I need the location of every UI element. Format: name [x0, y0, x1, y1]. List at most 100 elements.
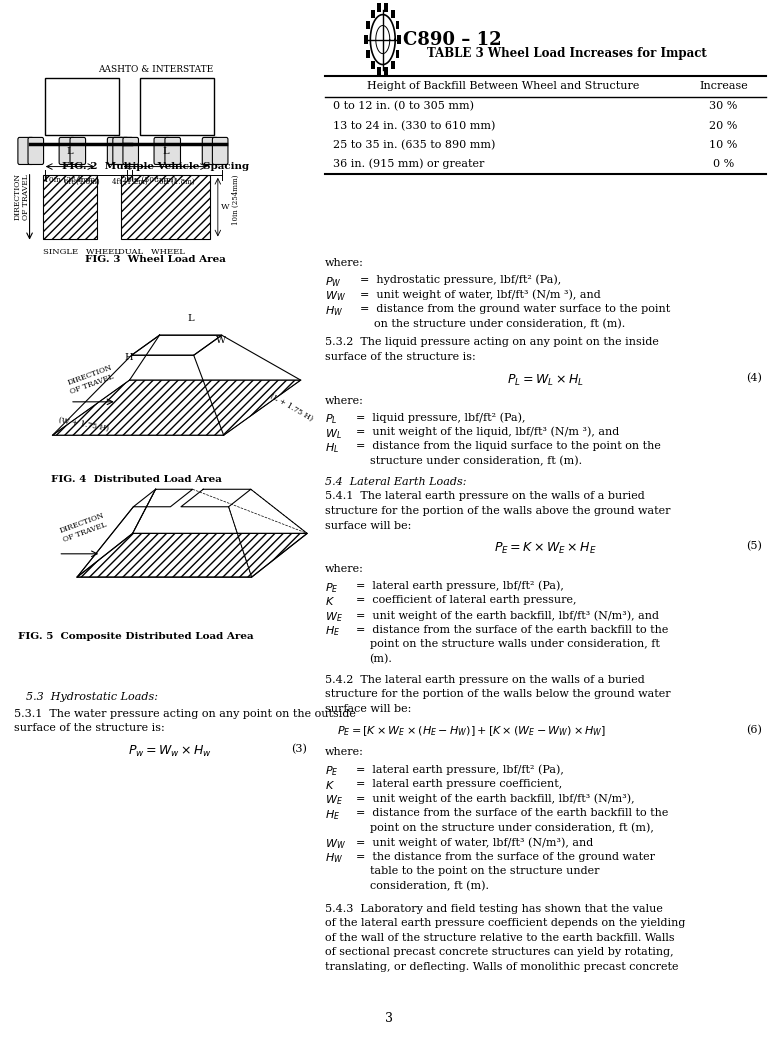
- Text: C890 – 12: C890 – 12: [403, 30, 502, 49]
- Text: =  the distance from the surface of the ground water: = the distance from the surface of the g…: [356, 852, 655, 862]
- Text: FIG. 2  Multiple Vehicle Spacing: FIG. 2 Multiple Vehicle Spacing: [62, 162, 249, 172]
- Text: $W_W$: $W_W$: [325, 837, 346, 850]
- Text: $K$: $K$: [325, 779, 335, 791]
- Text: (3): (3): [292, 744, 307, 755]
- Text: Increase: Increase: [699, 81, 748, 92]
- Text: $P_E$: $P_E$: [325, 581, 338, 594]
- Text: 6ft (1.8m): 6ft (1.8m): [159, 178, 194, 186]
- Bar: [121, 175, 210, 239]
- Text: consideration, ft (m).: consideration, ft (m).: [370, 881, 489, 891]
- Text: TABLE 3 Wheel Load Increases for Impact: TABLE 3 Wheel Load Increases for Impact: [426, 47, 706, 59]
- Text: (m).: (m).: [370, 654, 392, 664]
- Bar: [366, 50, 370, 58]
- Bar: [395, 50, 399, 58]
- Text: surface of the structure is:: surface of the structure is:: [14, 723, 165, 734]
- Bar: [364, 35, 368, 44]
- Text: 20in (508mm): 20in (508mm): [122, 176, 177, 184]
- Text: of the wall of the structure relative to the earth backfill. Walls: of the wall of the structure relative to…: [325, 933, 675, 943]
- Bar: [370, 9, 374, 18]
- Text: 25 to 35 in. (635 to 890 mm): 25 to 35 in. (635 to 890 mm): [333, 139, 496, 150]
- Text: DIRECTION
OF TRAVEL: DIRECTION OF TRAVEL: [13, 173, 30, 221]
- Text: on the structure under consideration, ft (m).: on the structure under consideration, ft…: [374, 319, 626, 329]
- Text: =  lateral earth pressure coefficient,: = lateral earth pressure coefficient,: [356, 779, 562, 789]
- Text: point on the structure under consideration, ft (m),: point on the structure under considerati…: [370, 822, 654, 833]
- Text: =  unit weight of the liquid, lbf/ft³ (N/m ³), and: = unit weight of the liquid, lbf/ft³ (N/…: [356, 427, 619, 437]
- Text: DUAL   WHEEL: DUAL WHEEL: [118, 248, 185, 256]
- Text: $P_L$: $P_L$: [325, 412, 338, 426]
- Bar: [384, 68, 388, 76]
- Text: $W_L$: $W_L$: [325, 427, 342, 440]
- Text: 10in (254mm): 10in (254mm): [232, 175, 240, 226]
- Text: Height of Backfill Between Wheel and Structure: Height of Backfill Between Wheel and Str…: [366, 81, 640, 92]
- Text: =  unit weight of water, lbf/ft³ (N/m ³), and: = unit weight of water, lbf/ft³ (N/m ³),…: [360, 289, 601, 300]
- Text: where:: where:: [325, 396, 364, 406]
- Text: translating, or deflecting. Walls of monolithic precast concrete: translating, or deflecting. Walls of mon…: [325, 962, 678, 972]
- Bar: [391, 61, 395, 70]
- Text: $W_E$: $W_E$: [325, 610, 343, 624]
- Text: $H_L$: $H_L$: [325, 441, 339, 455]
- Text: 5.3.2  The liquid pressure acting on any point on the inside: 5.3.2 The liquid pressure acting on any …: [325, 337, 659, 348]
- Text: =  coefficient of lateral earth pressure,: = coefficient of lateral earth pressure,: [356, 595, 576, 606]
- FancyBboxPatch shape: [59, 137, 75, 164]
- Text: $K$: $K$: [325, 595, 335, 608]
- Text: $P_L = W_L \times H_L$: $P_L = W_L \times H_L$: [507, 373, 584, 388]
- Text: =  unit weight of water, lbf/ft³ (N/m³), and: = unit weight of water, lbf/ft³ (N/m³), …: [356, 837, 594, 847]
- Text: 5.4.2  The lateral earth pressure on the walls of a buried: 5.4.2 The lateral earth pressure on the …: [325, 675, 645, 685]
- Text: 4ft (1.2m): 4ft (1.2m): [112, 178, 147, 186]
- Text: 6ft (1.8m): 6ft (1.8m): [65, 178, 100, 186]
- FancyBboxPatch shape: [113, 137, 128, 164]
- Bar: [366, 21, 370, 29]
- Text: =  distance from the surface of the earth backfill to the: = distance from the surface of the earth…: [356, 625, 669, 635]
- Text: H: H: [124, 353, 133, 362]
- Text: structure under consideration, ft (m).: structure under consideration, ft (m).: [370, 456, 582, 466]
- Text: (5): (5): [747, 541, 762, 552]
- Text: FIG. 5  Composite Distributed Load Area: FIG. 5 Composite Distributed Load Area: [19, 632, 254, 641]
- Text: 5.3  Hydrostatic Loads:: 5.3 Hydrostatic Loads:: [26, 692, 158, 703]
- Text: 5.4.1  The lateral earth pressure on the walls of a buried: 5.4.1 The lateral earth pressure on the …: [325, 491, 645, 502]
- Text: AASHTO & INTERSTATE: AASHTO & INTERSTATE: [98, 65, 213, 74]
- FancyBboxPatch shape: [107, 137, 123, 164]
- Text: =  lateral earth pressure, lbf/ft² (Pa),: = lateral earth pressure, lbf/ft² (Pa),: [356, 581, 564, 591]
- Text: DIRECTION
OF TRAVEL: DIRECTION OF TRAVEL: [58, 511, 108, 543]
- Text: surface will be:: surface will be:: [325, 520, 412, 531]
- Text: 36 in. (915 mm) or greater: 36 in. (915 mm) or greater: [333, 159, 485, 170]
- Bar: [377, 3, 381, 11]
- Text: $P_E$: $P_E$: [325, 764, 338, 778]
- Text: point on the structure walls under consideration, ft: point on the structure walls under consi…: [370, 639, 660, 650]
- Bar: [45, 78, 119, 135]
- Text: (4): (4): [747, 373, 762, 383]
- Text: structure for the portion of the walls below the ground water: structure for the portion of the walls b…: [325, 689, 671, 700]
- Text: surface will be:: surface will be:: [325, 704, 412, 714]
- Text: where:: where:: [325, 747, 364, 758]
- Text: table to the point on the structure under: table to the point on the structure unde…: [370, 866, 599, 877]
- Text: $H_E$: $H_E$: [325, 625, 341, 638]
- Text: FIG. 3  Wheel Load Area: FIG. 3 Wheel Load Area: [85, 255, 226, 264]
- Text: =  lateral earth pressure, lbf/ft² (Pa),: = lateral earth pressure, lbf/ft² (Pa),: [356, 764, 564, 775]
- Bar: [398, 35, 401, 44]
- Text: 20 %: 20 %: [710, 121, 738, 131]
- FancyBboxPatch shape: [70, 137, 86, 164]
- Text: 3: 3: [385, 1012, 393, 1024]
- Text: L: L: [67, 147, 73, 156]
- Bar: [377, 68, 381, 76]
- Text: $H_E$: $H_E$: [325, 808, 341, 821]
- FancyBboxPatch shape: [212, 137, 228, 164]
- FancyBboxPatch shape: [202, 137, 218, 164]
- Text: $W_E$: $W_E$: [325, 793, 343, 807]
- FancyBboxPatch shape: [18, 137, 33, 164]
- Text: =  hydrostatic pressure, lbf/ft² (Pa),: = hydrostatic pressure, lbf/ft² (Pa),: [360, 275, 562, 285]
- Bar: [384, 3, 388, 11]
- Bar: [395, 21, 399, 29]
- Text: where:: where:: [325, 564, 364, 575]
- Text: (L + 1.75 H): (L + 1.75 H): [268, 392, 314, 424]
- Text: $H_W$: $H_W$: [325, 304, 343, 318]
- Text: $H_W$: $H_W$: [325, 852, 343, 865]
- FancyBboxPatch shape: [165, 137, 180, 164]
- Text: 0 %: 0 %: [713, 159, 734, 170]
- Text: =  distance from the surface of the earth backfill to the: = distance from the surface of the earth…: [356, 808, 669, 818]
- Text: 30 %: 30 %: [710, 101, 738, 111]
- Bar: [391, 9, 395, 18]
- Text: =  distance from the liquid surface to the point on the: = distance from the liquid surface to th…: [356, 441, 661, 452]
- Text: W: W: [216, 335, 226, 345]
- Text: 0 to 12 in. (0 to 305 mm): 0 to 12 in. (0 to 305 mm): [333, 101, 474, 111]
